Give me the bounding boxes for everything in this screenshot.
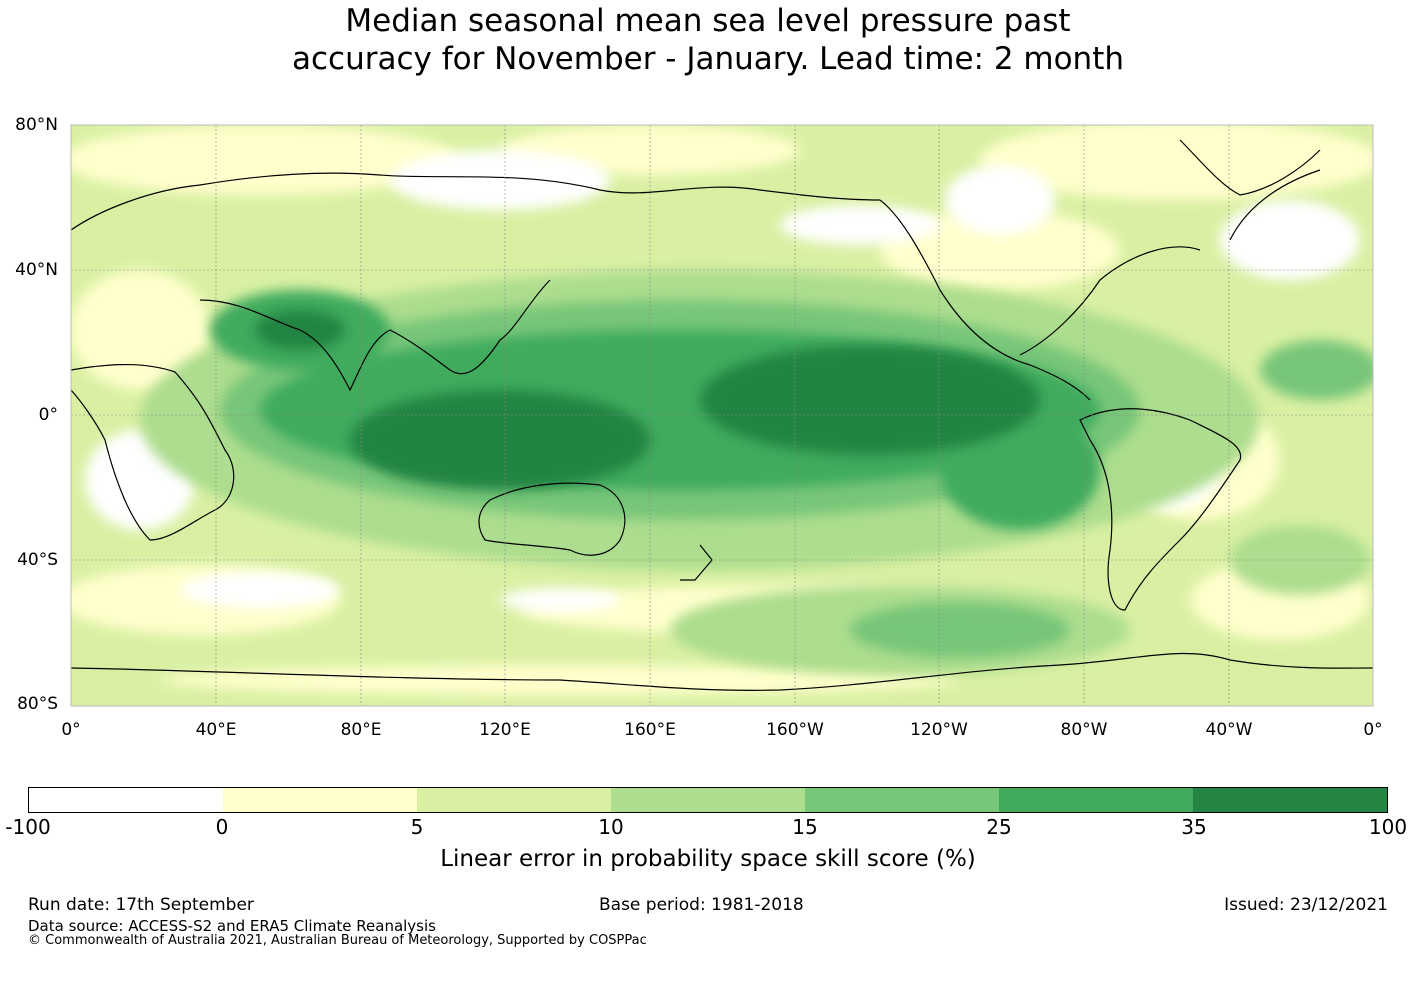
colorbar-segment [223, 788, 417, 812]
skill-field [71, 125, 1373, 706]
lon-label-120w: 120°W [910, 720, 968, 740]
lon-label-80e: 80°E [340, 720, 382, 740]
lat-label-40n: 40°N [15, 260, 58, 280]
colorbar-segment [805, 788, 999, 812]
lat-label-80n: 80°N [15, 115, 58, 135]
lat-label-40s: 40°S [17, 550, 58, 570]
lon-label-40e: 40°E [195, 720, 237, 740]
colorbar-tick: 100 [1368, 815, 1408, 839]
colorbar-label: Linear error in probability space skill … [440, 846, 976, 872]
colorbar [28, 787, 1388, 813]
title-line-1: Median seasonal mean sea level pressure … [345, 3, 1071, 39]
colorbar-tick: -100 [5, 815, 51, 839]
lon-label-120e: 120°E [479, 720, 531, 740]
lat-label-0: 0° [38, 405, 58, 425]
graticule [71, 125, 1373, 706]
colorbar-tick: 35 [1181, 815, 1207, 839]
lon-label-80w: 80°W [1060, 720, 1108, 740]
colorbar-tick: 25 [986, 815, 1012, 839]
title-line-2: accuracy for November - January. Lead ti… [291, 41, 1125, 77]
map-frame [70, 124, 1374, 707]
lon-label-0: 0° [61, 720, 81, 740]
colorbar-segment [1193, 788, 1387, 812]
copyright: © Commonwealth of Australia 2021, Austra… [28, 933, 647, 948]
lon-label-160w: 160°W [766, 720, 824, 740]
base-period: Base period: 1981-2018 [599, 895, 804, 915]
colorbar-segment [611, 788, 805, 812]
data-source: Data source: ACCESS-S2 and ERA5 Climate … [28, 917, 436, 935]
colorbar-segment [417, 788, 611, 812]
colorbar-tick: 15 [792, 815, 818, 839]
chart-title: Median seasonal mean sea level pressure … [0, 2, 1416, 78]
lat-label-80s: 80°S [17, 694, 58, 714]
colorbar-segment [29, 788, 223, 812]
issued-date: Issued: 23/12/2021 [1224, 895, 1388, 915]
skill-map [70, 124, 1374, 707]
run-date: Run date: 17th September [28, 895, 254, 915]
colorbar-tick: 0 [215, 815, 229, 839]
lon-label-160e: 160°E [624, 720, 676, 740]
lon-label-0-right: 0° [1363, 720, 1383, 740]
coastlines [71, 139, 1373, 691]
lon-label-40w: 40°W [1205, 720, 1253, 740]
colorbar-tick: 10 [598, 815, 624, 839]
colorbar-segment [999, 788, 1193, 812]
colorbar-tick: 5 [410, 815, 424, 839]
